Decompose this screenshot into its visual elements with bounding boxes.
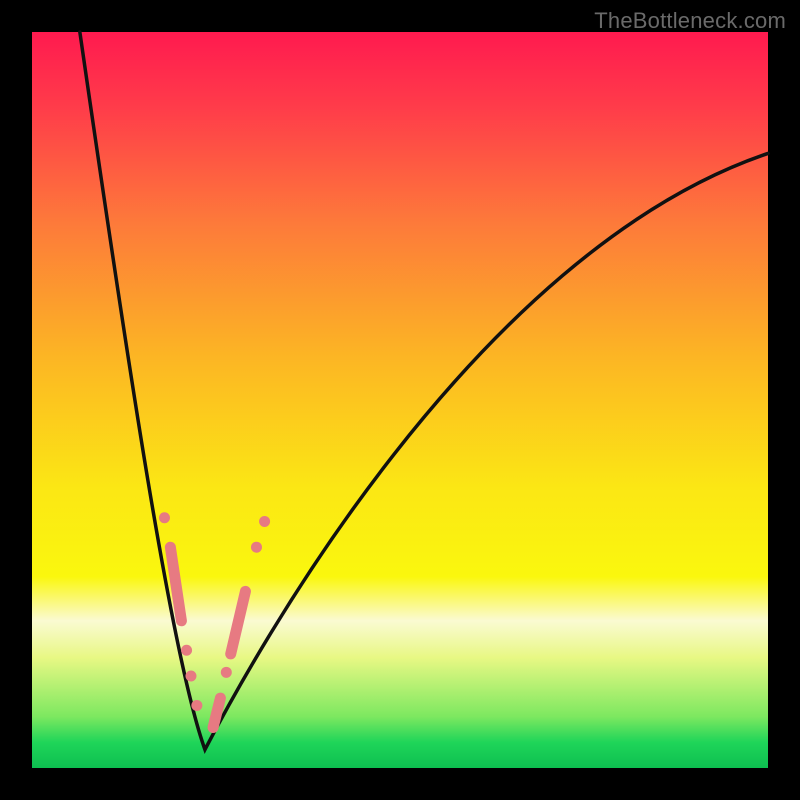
curve-marker-dot xyxy=(159,512,170,523)
curve-marker-pill xyxy=(213,698,220,727)
bottleneck-chart-svg xyxy=(0,0,800,800)
curve-marker-dot xyxy=(259,516,270,527)
curve-marker-dot xyxy=(181,645,192,656)
curve-marker-dot xyxy=(185,671,196,682)
curve-marker-dot xyxy=(191,700,202,711)
plot-background xyxy=(32,32,768,768)
curve-marker-dot xyxy=(221,667,232,678)
chart-container: TheBottleneck.com xyxy=(0,0,800,800)
curve-marker-dot xyxy=(251,542,262,553)
watermark-text: TheBottleneck.com xyxy=(594,8,786,34)
